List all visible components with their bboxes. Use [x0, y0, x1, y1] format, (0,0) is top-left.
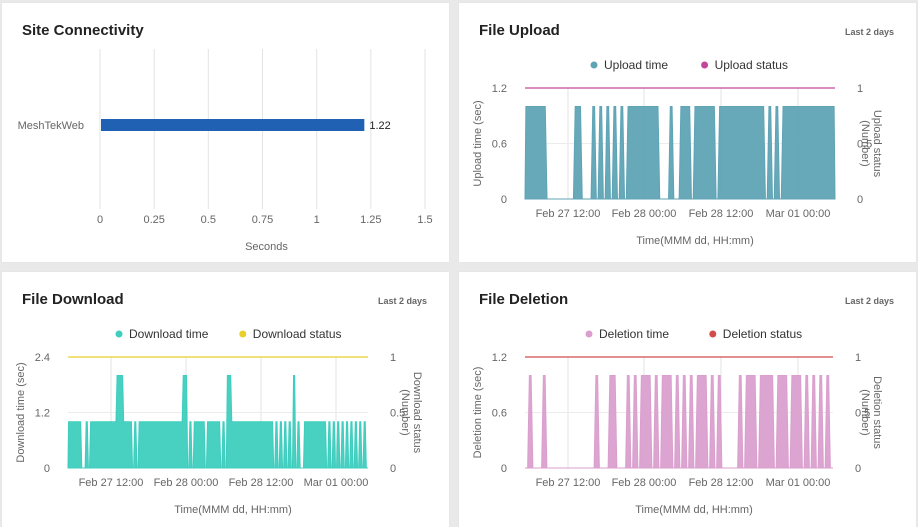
- file-upload-range: Last 2 days: [844, 27, 894, 37]
- y-tick-label: 1.2: [492, 83, 507, 95]
- x-tick-label: 0.5: [201, 214, 216, 226]
- site-connectivity-chart: 0 0.25 0.5 0.75 1 1.25 1.5 MeshTekWeb 1.22 Second…: [18, 49, 433, 253]
- y2-tick-label: 1: [390, 352, 396, 364]
- x-axis-label: Time(MMM dd, HH:mm): [174, 504, 292, 516]
- x-tick-label: Feb 28 00:00: [154, 477, 219, 489]
- x-tick-label: Mar 01 00:00: [766, 477, 831, 489]
- legend-label: Deletion status: [723, 327, 802, 341]
- y-tick-label: 0.6: [492, 139, 507, 151]
- x-tick-label: 1.5: [417, 214, 432, 226]
- y-tick-label: 0: [44, 463, 50, 475]
- y-tick-label: 0: [501, 463, 507, 475]
- legend-label: Download status: [253, 327, 342, 341]
- x-tick-label: Feb 27 12:00: [536, 477, 601, 489]
- legend-label: Upload time: [604, 58, 668, 72]
- y-axis-label: Download time (sec): [15, 362, 27, 462]
- file-upload-panel: File Upload Last 2 days Upload time Uploa…: [459, 3, 916, 262]
- y2-tick-label: 1: [855, 352, 861, 364]
- x-tick-label: 0.75: [252, 214, 273, 226]
- legend-marker: [115, 330, 123, 338]
- legend-label: Download time: [129, 327, 209, 341]
- category-label: MeshTekWeb: [18, 120, 84, 132]
- file-deletion-title: File Deletion: [479, 291, 569, 308]
- x-tick-label: Feb 28 12:00: [229, 477, 294, 489]
- legend-label: Deletion time: [599, 327, 669, 341]
- y-axis-label: Deletion time (sec): [472, 367, 484, 459]
- x-tick-label: Mar 01 00:00: [766, 208, 831, 220]
- file-download-range: Last 2 days: [377, 296, 427, 306]
- x-tick-label: 1.25: [360, 214, 381, 226]
- legend-marker: [709, 330, 717, 338]
- x-axis-label: Time(MMM dd, HH:mm): [636, 235, 754, 247]
- y-tick-label: 0: [501, 194, 507, 206]
- y2-tick-label: 0.5: [855, 408, 870, 420]
- y2-axis-label: Upload status(Number): [859, 110, 883, 178]
- y2-tick-label: 0.5: [390, 408, 405, 420]
- y2-tick-label: 0: [857, 194, 863, 206]
- file-deletion-panel: File Deletion Last 2 days Deletion time D…: [459, 272, 916, 527]
- bar-value-label: 1.22: [369, 120, 390, 132]
- x-axis-label: Seconds: [245, 241, 288, 253]
- area-series: [525, 375, 833, 469]
- x-tick-label: Feb 27 12:00: [79, 477, 144, 489]
- y-axis-label: Upload time (sec): [472, 100, 484, 186]
- x-tick-label: Feb 28 12:00: [689, 477, 754, 489]
- y-tick-label: 1.2: [35, 408, 50, 420]
- file-download-title: File Download: [22, 291, 124, 308]
- file-deletion-chart: Deletion time Deletion status Feb 27 12:00…: [472, 327, 883, 516]
- file-upload-chart: Upload time Upload status Feb 27 12:00 Feb …: [472, 58, 883, 247]
- legend-marker: [239, 330, 247, 338]
- x-tick-label: Feb 28 12:00: [689, 208, 754, 220]
- x-tick-label: Mar 01 00:00: [304, 477, 369, 489]
- y-tick-label: 1.2: [492, 352, 507, 364]
- x-axis-label: Time(MMM dd, HH:mm): [635, 504, 753, 516]
- y2-tick-label: 0.5: [857, 139, 872, 151]
- file-deletion-range: Last 2 days: [844, 296, 894, 306]
- x-tick-label: Feb 27 12:00: [536, 208, 601, 220]
- area-series: [524, 106, 836, 200]
- x-tick-label: Feb 28 00:00: [612, 477, 677, 489]
- y-tick-label: 2.4: [35, 352, 50, 364]
- legend-marker: [590, 61, 598, 69]
- y2-axis-label: Download status(Number): [399, 372, 423, 454]
- x-tick-label: 0.25: [143, 214, 164, 226]
- legend-label: Upload status: [715, 58, 788, 72]
- y2-tick-label: 0: [855, 463, 861, 475]
- y-tick-label: 0.6: [492, 408, 507, 420]
- file-download-chart: Download time Download status Feb 27 12:00…: [15, 327, 423, 516]
- area-series: [67, 375, 368, 469]
- x-tick-label: 0: [97, 214, 103, 226]
- bar: [101, 119, 365, 131]
- file-download-panel: File Download Last 2 days Download time D…: [2, 272, 449, 527]
- x-tick-label: Feb 28 00:00: [612, 208, 677, 220]
- site-connectivity-title: Site Connectivity: [22, 22, 144, 39]
- x-tick-label: 1: [314, 214, 320, 226]
- legend-marker: [701, 61, 709, 69]
- site-connectivity-panel: Site Connectivity 0 0.25 0.5 0.75 1 1.25 1.5 Me…: [2, 3, 449, 262]
- y2-tick-label: 1: [857, 83, 863, 95]
- legend-marker: [585, 330, 593, 338]
- file-upload-title: File Upload: [479, 22, 560, 39]
- y2-tick-label: 0: [390, 463, 396, 475]
- y2-axis-label: Deletion status(Number): [859, 376, 883, 449]
